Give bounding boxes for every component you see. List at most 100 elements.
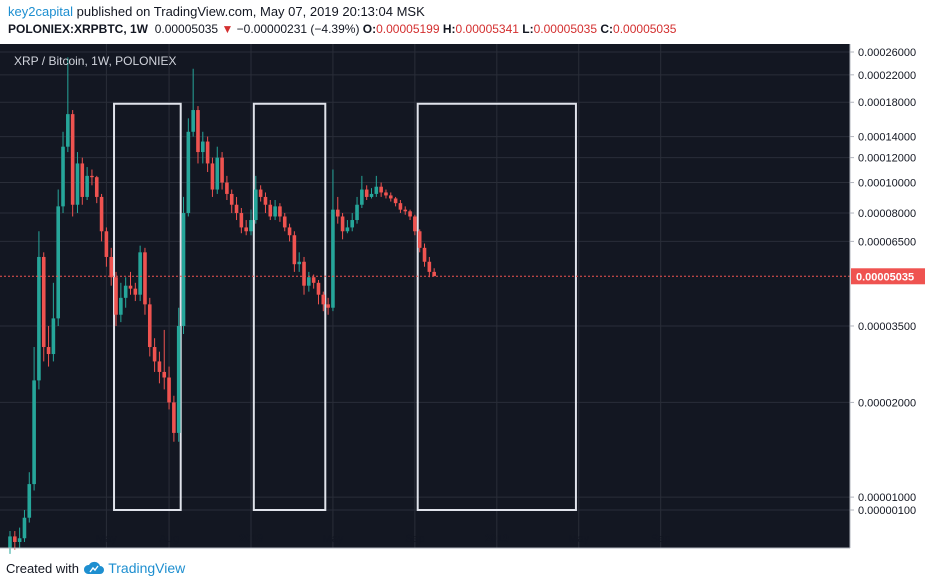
candle bbox=[244, 220, 248, 236]
candle bbox=[384, 189, 388, 199]
candle-body bbox=[176, 325, 181, 433]
open-label: O: bbox=[362, 22, 377, 36]
price-tick-label: 0.00003500 bbox=[858, 321, 916, 333]
candle-body bbox=[326, 304, 330, 308]
candle bbox=[393, 196, 398, 207]
candle-body bbox=[138, 252, 142, 295]
candle bbox=[403, 206, 408, 215]
candle bbox=[109, 247, 114, 286]
high-value: 0.00005341 bbox=[455, 22, 519, 36]
last-price: 0.00005035 bbox=[154, 22, 219, 36]
candle-body bbox=[355, 204, 359, 221]
candles bbox=[8, 57, 436, 554]
candle-body bbox=[201, 141, 205, 153]
candle bbox=[331, 169, 335, 312]
candle-body bbox=[109, 256, 114, 278]
candle bbox=[282, 213, 287, 232]
candle bbox=[422, 243, 427, 267]
candle-body bbox=[340, 216, 345, 232]
chart-plot-area[interactable] bbox=[0, 44, 850, 548]
candle-body bbox=[239, 213, 244, 228]
candle bbox=[273, 200, 277, 221]
candle bbox=[70, 110, 75, 217]
candle-body bbox=[254, 189, 258, 221]
highlight-box bbox=[416, 102, 577, 511]
candle-body bbox=[331, 209, 335, 308]
candle-body bbox=[90, 175, 94, 178]
candle-body bbox=[335, 209, 340, 217]
candle bbox=[22, 510, 27, 542]
candle-body bbox=[191, 110, 195, 132]
candle bbox=[123, 277, 128, 308]
candle-body bbox=[278, 206, 282, 217]
candle-body bbox=[215, 157, 220, 190]
candle bbox=[340, 213, 345, 240]
candle-body bbox=[302, 261, 306, 286]
candle bbox=[80, 157, 85, 205]
candle-body bbox=[273, 206, 277, 217]
candle-body bbox=[205, 141, 210, 164]
candle bbox=[225, 175, 229, 201]
candle bbox=[311, 274, 316, 289]
candle bbox=[229, 189, 234, 214]
candle-body bbox=[104, 231, 109, 257]
candle-body bbox=[388, 195, 393, 199]
current-price-label: 0.00005035 bbox=[856, 271, 914, 283]
candle-body bbox=[345, 227, 350, 232]
created-with-text: Created with bbox=[6, 561, 79, 576]
candle bbox=[196, 106, 200, 164]
candle-body bbox=[167, 377, 171, 403]
open-value: 0.00005199 bbox=[376, 22, 440, 36]
tradingview-brand[interactable]: TradingView bbox=[108, 560, 186, 576]
candle bbox=[157, 351, 162, 384]
candle-body bbox=[123, 285, 128, 298]
highlight-box bbox=[252, 102, 327, 511]
candle-body bbox=[287, 227, 292, 236]
candle bbox=[167, 366, 171, 410]
candle bbox=[75, 152, 80, 214]
candle bbox=[205, 136, 210, 173]
candle-body bbox=[41, 256, 46, 348]
candle-body bbox=[311, 277, 316, 283]
candle bbox=[307, 271, 311, 292]
candle-body bbox=[422, 247, 427, 262]
candle bbox=[360, 175, 364, 208]
candle bbox=[287, 223, 292, 242]
candle bbox=[176, 307, 181, 442]
candle-body bbox=[244, 227, 248, 232]
price-tick-label: 0.00012000 bbox=[858, 153, 916, 165]
candle-body bbox=[229, 193, 234, 205]
candle-body bbox=[99, 196, 104, 232]
candle-body bbox=[292, 235, 297, 265]
candle-body bbox=[114, 277, 118, 315]
candle bbox=[350, 213, 355, 232]
candle-body bbox=[220, 157, 224, 183]
candle-body bbox=[94, 177, 99, 197]
candle bbox=[162, 329, 167, 390]
time-tick-label: Aug bbox=[159, 533, 179, 545]
candle-body bbox=[369, 193, 374, 197]
candle bbox=[210, 157, 215, 197]
candle-body bbox=[17, 538, 22, 542]
candle bbox=[90, 169, 94, 186]
candle bbox=[369, 188, 374, 199]
publisher-link[interactable]: key2capital bbox=[8, 4, 74, 19]
candle-body bbox=[162, 371, 167, 378]
candlestick-chart[interactable]: 0.00005035 0.00026000 0.00022000 0.0001800… bbox=[0, 0, 930, 560]
time-axis: May Aug 2018 May Sep 2019 May Sep bbox=[0, 533, 850, 549]
candle bbox=[37, 231, 41, 390]
candle bbox=[249, 209, 253, 236]
price-tick-label: 0.00010000 bbox=[858, 178, 916, 190]
candle-body bbox=[80, 163, 85, 197]
candle bbox=[326, 297, 330, 315]
candle-body bbox=[172, 402, 176, 433]
close-value: 0.00005035 bbox=[613, 22, 677, 36]
price-tick-label: 0.00008000 bbox=[858, 208, 916, 220]
price-tick-label: 0.00000100 bbox=[858, 505, 916, 517]
candle-body bbox=[186, 131, 191, 214]
candle-body bbox=[268, 204, 273, 217]
candle bbox=[379, 182, 383, 197]
candle-body bbox=[13, 536, 17, 542]
candle-body bbox=[403, 209, 408, 212]
candle-body bbox=[8, 536, 12, 548]
